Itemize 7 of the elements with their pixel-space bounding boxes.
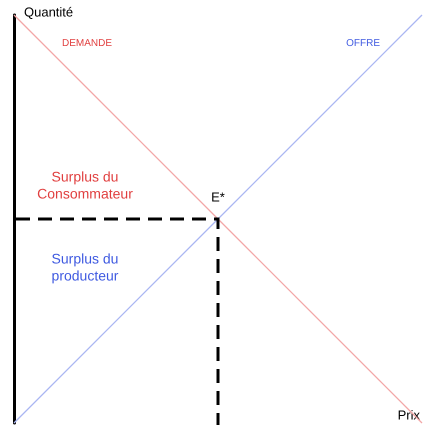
annotation: E* — [211, 190, 225, 204]
x-axis-title: Prix — [398, 408, 420, 422]
annotation: Surplus du producteur — [52, 250, 119, 284]
annotation: Surplus du Consommateur — [37, 168, 134, 202]
series-label: OFFRE — [346, 38, 380, 49]
series-label: DEMANDE — [62, 38, 112, 49]
y-axis-title: Quantité — [24, 4, 74, 20]
